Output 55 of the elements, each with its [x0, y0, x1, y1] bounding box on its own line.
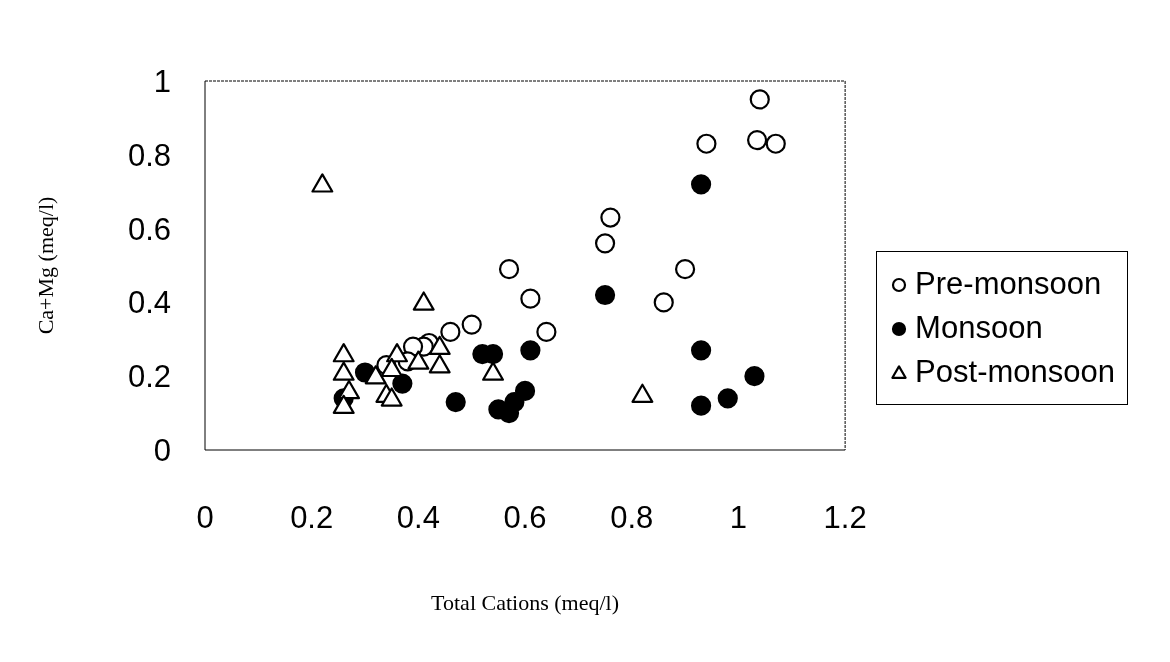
x-tick-label: 1 — [729, 500, 748, 536]
point — [392, 373, 413, 394]
legend-label: Post-monsoon — [915, 353, 1115, 391]
point — [440, 321, 461, 343]
point — [412, 291, 435, 311]
point — [380, 387, 403, 407]
y-tick-label: 0.6 — [127, 211, 171, 247]
point — [380, 357, 403, 378]
x-tick-label: 0 — [196, 500, 214, 536]
legend-label: Pre-monsoon — [915, 265, 1102, 303]
point — [600, 207, 621, 228]
y-tick-label: 0.4 — [127, 285, 171, 321]
point — [653, 292, 674, 313]
point — [386, 343, 409, 363]
legend-label: Monsoon — [915, 309, 1043, 347]
point — [482, 361, 505, 381]
point — [407, 350, 430, 370]
y-axis-title: Ca+Mg (meq/l) — [32, 196, 58, 335]
x-tick-label: 1.2 — [823, 500, 867, 536]
point — [746, 129, 768, 151]
y-tick-label: 0.8 — [127, 137, 171, 173]
point — [744, 366, 765, 387]
y-tick-label: 1 — [153, 64, 171, 99]
point — [428, 335, 451, 355]
point — [364, 365, 387, 385]
point — [445, 391, 466, 413]
x-axis-title: Total Cations (meq/l) — [431, 590, 619, 615]
point — [338, 379, 361, 400]
x-tick-label: 0.4 — [396, 500, 440, 536]
point — [520, 288, 541, 309]
y-tick-label: 0.2 — [127, 359, 171, 395]
point — [631, 383, 654, 403]
point — [332, 394, 355, 415]
point — [428, 354, 451, 374]
point — [311, 173, 334, 193]
x-tick-label: 0.6 — [503, 500, 547, 536]
point — [498, 259, 520, 280]
point — [594, 284, 616, 306]
point — [332, 361, 355, 381]
point — [461, 314, 482, 335]
y-tick-label: 0 — [153, 433, 171, 469]
point — [332, 343, 355, 363]
x-tick-label: 0.8 — [610, 500, 654, 536]
point — [749, 89, 770, 110]
point — [765, 133, 786, 154]
point — [674, 259, 696, 280]
point — [690, 340, 712, 361]
x-tick-label: 0.2 — [290, 500, 334, 536]
point — [690, 174, 712, 195]
point — [696, 133, 717, 154]
point — [717, 388, 738, 409]
point — [690, 395, 712, 416]
point — [536, 321, 557, 343]
point — [594, 233, 616, 254]
point — [520, 340, 541, 361]
